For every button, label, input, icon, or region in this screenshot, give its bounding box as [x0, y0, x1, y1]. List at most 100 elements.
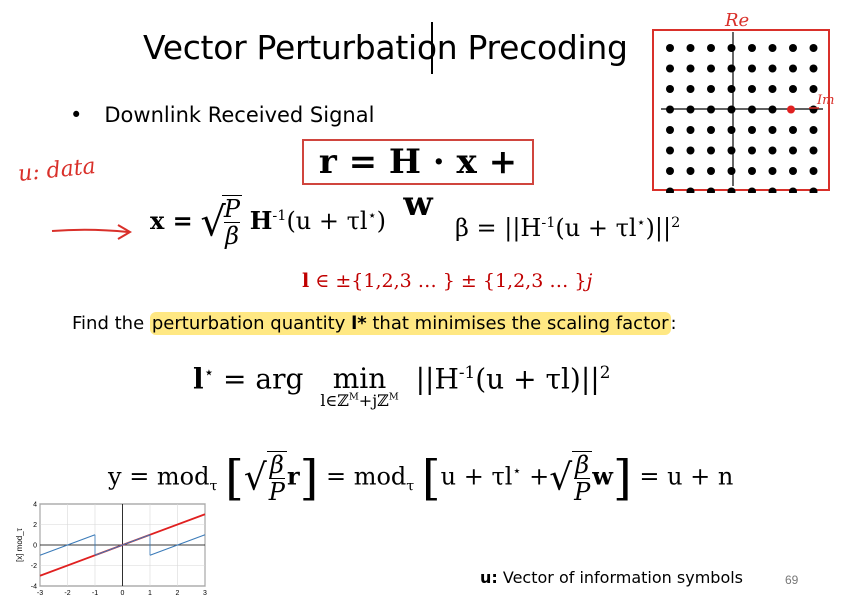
text-cursor — [431, 22, 433, 74]
constellation-point — [727, 146, 736, 155]
perturbation-set: l ∈ ±{1,2,3 … } ± {1,2,3 … }j — [302, 270, 592, 292]
constellation-point — [666, 146, 674, 155]
constellation-points — [666, 44, 818, 193]
constellation-point — [809, 187, 818, 193]
constellation-point — [666, 167, 674, 175]
constellation-point — [707, 126, 715, 134]
chart-ytick-label: 4 — [33, 502, 37, 509]
constellation-point — [666, 64, 674, 73]
constellation-point — [809, 85, 818, 93]
y-numerator-2: β — [574, 450, 591, 479]
y-tau-1: τ — [209, 478, 218, 495]
eq-x-inverse: -1 — [272, 207, 287, 224]
constellation-point — [686, 105, 695, 114]
chart-xtick-label: -3 — [37, 590, 43, 597]
constellation-point — [789, 126, 797, 134]
eq-beta-star: ⋆ — [636, 215, 646, 231]
eq-beta-inverse: -1 — [541, 215, 556, 231]
chart-xtick-label: -1 — [92, 590, 98, 597]
y-mid: = mod — [325, 462, 407, 491]
constellation-point — [748, 146, 756, 155]
argmin-sub-a: l∈ℤ — [320, 391, 349, 410]
y-tau-2: τ — [406, 478, 415, 495]
constellation-point — [727, 167, 736, 175]
constellation-point — [686, 146, 695, 155]
argmin-sub-m1: M — [348, 391, 359, 403]
constellation-point — [666, 187, 674, 193]
eq-beta-square: 2 — [671, 215, 681, 231]
main-equation: r = H · x + w — [302, 139, 534, 224]
constellation-point — [748, 105, 756, 114]
constellation-point — [789, 167, 797, 175]
argmin-sub-m2: M — [388, 391, 399, 403]
constellation-point — [707, 64, 715, 73]
handwritten-arrow-icon — [51, 224, 132, 240]
constellation-point — [727, 44, 736, 52]
constellation-point — [789, 187, 797, 193]
chart-xtick-label: 1 — [148, 590, 152, 597]
argmin-l: l — [193, 362, 204, 396]
argmin-square: 2 — [599, 362, 611, 382]
constellation-point — [768, 85, 777, 93]
constellation-diagram: Re Im — [652, 10, 834, 193]
constellation-point — [727, 85, 736, 93]
bullet-dot-icon: • — [70, 103, 83, 127]
constellation-point — [789, 64, 797, 73]
constellation-point — [789, 146, 797, 155]
eq-x-numerator: P — [223, 195, 241, 224]
chart-xtick-label: 0 — [121, 590, 125, 597]
label-re: Re — [724, 10, 749, 31]
constellation-point — [789, 44, 797, 52]
argmin-arg: = arg — [214, 362, 304, 396]
chart-ylabel: [x] mod_τ — [15, 527, 24, 562]
eq-x-close: ) — [376, 206, 386, 235]
lset-symbol: l — [302, 270, 310, 292]
constellation-point — [748, 85, 756, 93]
find-highlight-1: perturbation quantity — [151, 313, 352, 334]
find-highlight-2: that minimises the scaling factor — [366, 313, 669, 334]
y-inner: u + τl — [440, 462, 513, 491]
constellation-point-highlighted — [787, 105, 795, 114]
constellation-point — [686, 44, 695, 52]
chart-ytick-label: -4 — [31, 584, 37, 591]
constellation-point — [748, 44, 756, 52]
y-lhs: y = mod — [108, 462, 210, 491]
find-l-symbol: l* — [351, 313, 367, 334]
constellation-point — [748, 187, 756, 193]
footnote-text: Vector of information symbols — [497, 568, 744, 587]
constellation-point — [666, 85, 674, 93]
argmin-inverse: -1 — [458, 362, 476, 382]
constellation-point — [686, 85, 695, 93]
slide-title: Vector Perturbation Precoding — [143, 28, 628, 67]
argmin-rhs-term: (u + τl)|| — [475, 362, 600, 396]
constellation-point — [727, 187, 736, 193]
chart-series-sawtooth — [149, 534, 206, 556]
eq-beta-close: )|| — [645, 214, 672, 242]
handwritten-annotation: u: data — [16, 154, 97, 187]
y-end: = u + n — [639, 462, 734, 491]
constellation-point — [686, 126, 695, 134]
argmin-star: ⋆ — [203, 362, 215, 382]
constellation-point — [727, 64, 736, 73]
scaling-factor-equation: β = ||H-1(u + τl⋆)||2 — [455, 214, 680, 242]
chart-ytick-label: -2 — [31, 563, 37, 570]
footnote-symbol: u: — [480, 568, 498, 587]
constellation-point — [809, 44, 818, 52]
eq-beta-term: (u + τl — [555, 214, 637, 242]
constellation-point — [789, 85, 797, 93]
constellation-point — [768, 146, 777, 155]
chart-xtick-label: 3 — [203, 590, 207, 597]
argmin-rhs: ||H — [415, 362, 459, 396]
y-r: r — [286, 461, 300, 491]
constellation-point — [768, 126, 777, 134]
eq-x-denominator: β — [225, 222, 239, 251]
y-denominator-2: P — [574, 478, 591, 506]
find-highlight: perturbation quantity l* that minimises … — [149, 312, 671, 335]
chart-xtick-label: -2 — [64, 590, 70, 597]
y-numerator-1: β — [268, 450, 285, 479]
constellation-point — [707, 146, 715, 155]
constellation-point — [686, 167, 695, 175]
constellation-point — [809, 64, 818, 73]
